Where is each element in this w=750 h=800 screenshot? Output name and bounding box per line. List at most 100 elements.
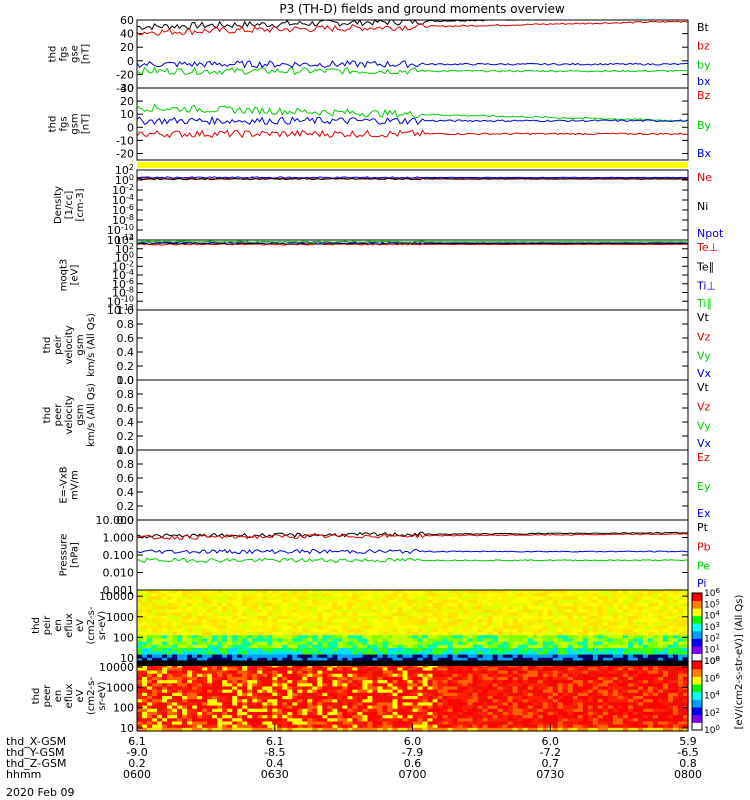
heatmap-cell: [402, 622, 409, 627]
heatmap-cell: [377, 708, 384, 713]
heatmap-cell: [357, 657, 364, 662]
heatmap-cell: [162, 615, 168, 620]
heatmap-cell: [367, 667, 374, 672]
heatmap-cell: [467, 689, 474, 694]
heatmap-cell: [567, 651, 574, 656]
heatmap-cell: [592, 664, 599, 668]
heatmap-cell: [177, 602, 183, 607]
heatmap-cell: [292, 696, 298, 700]
heatmap-cell: [237, 635, 243, 640]
heatmap-cell: [527, 602, 534, 607]
heatmap-cell: [157, 596, 163, 601]
heatmap-cell: [542, 721, 549, 726]
heatmap-cell: [502, 644, 509, 649]
heatmap-cell: [547, 718, 554, 723]
heatmap-cell: [367, 619, 374, 623]
heatmap-cell: [292, 644, 298, 649]
heatmap-cell: [662, 651, 669, 656]
heatmap-cell: [337, 648, 343, 652]
heatmap-cell: [277, 628, 283, 633]
heatmap-cell: [412, 667, 419, 672]
heatmap-cell: [647, 599, 654, 604]
heatmap-cell: [407, 692, 414, 697]
heatmap-cell: [212, 612, 218, 617]
heatmap-cell: [432, 651, 439, 656]
heatmap-cell: [277, 625, 283, 630]
heatmap-cell: [397, 619, 404, 623]
heatmap-cell: [147, 696, 153, 700]
heatmap-cell: [322, 676, 328, 681]
series-Ni: [136, 177, 689, 181]
heatmap-cell: [502, 657, 509, 662]
heatmap-cell: [262, 628, 268, 633]
heatmap-cell: [162, 673, 168, 678]
heatmap-cell: [657, 692, 664, 697]
heatmap-cell: [577, 664, 584, 668]
heatmap-cell: [517, 631, 524, 636]
heatmap-cell: [332, 648, 338, 652]
heatmap-cell: [277, 683, 283, 688]
heatmap-cell: [192, 718, 198, 723]
heatmap-cell: [417, 619, 424, 623]
heatmap-cell: [397, 635, 404, 640]
heatmap-cell: [137, 625, 143, 630]
heatmap-cell: [532, 708, 539, 713]
heatmap-cell: [477, 635, 484, 640]
heatmap-cell: [677, 625, 684, 630]
heatmap-cell: [602, 664, 609, 668]
heatmap-cell: [217, 628, 223, 633]
heatmap-cell: [377, 590, 384, 594]
heatmap-cell: [512, 670, 519, 675]
heatmap-cell: [377, 628, 384, 633]
heatmap-cell: [442, 724, 449, 729]
heatmap-cell: [507, 599, 514, 604]
heatmap-cell: [157, 619, 163, 623]
heatmap-cell: [637, 596, 644, 601]
heatmap-cell: [482, 657, 489, 662]
heatmap-cell: [477, 631, 484, 636]
heatmap-cell: [227, 670, 233, 675]
heatmap-cell: [172, 667, 178, 672]
heatmap-cell: [492, 631, 499, 636]
heatmap-cell: [502, 670, 509, 675]
heatmap-cell: [527, 696, 534, 700]
heatmap-cell: [297, 628, 303, 633]
heatmap-cell: [437, 622, 444, 627]
heatmap-cell: [592, 651, 599, 656]
heatmap-cell: [257, 664, 263, 668]
heatmap-cell: [287, 612, 293, 617]
heatmap-cell: [232, 599, 238, 604]
heatmap-cell: [197, 724, 203, 729]
heatmap-cell: [142, 602, 148, 607]
heatmap-cell: [422, 651, 429, 656]
heatmap-cell: [262, 699, 268, 703]
heatmap-cell: [192, 711, 198, 716]
heatmap-cell: [292, 676, 298, 681]
heatmap-cell: [587, 599, 594, 604]
heatmap-cell: [652, 599, 659, 604]
heatmap-cell: [462, 606, 469, 610]
heatmap-cell: [502, 590, 509, 594]
heatmap-cell: [212, 664, 218, 668]
heatmap-cell: [612, 635, 619, 640]
heatmap-cell: [432, 711, 439, 716]
heatmap-cell: [617, 727, 624, 732]
heatmap-cell: [322, 727, 328, 732]
heatmap-cell: [632, 596, 639, 601]
flag-bar: [137, 162, 688, 168]
heatmap-cell: [572, 696, 579, 700]
heatmap-cell: [632, 657, 639, 662]
heatmap-cell: [237, 708, 243, 713]
heatmap-cell: [352, 648, 358, 652]
heatmap-cell: [232, 689, 238, 694]
heatmap-cell: [247, 625, 253, 630]
heatmap-cell: [517, 689, 524, 694]
heatmap-cell: [622, 596, 629, 601]
legend-Vx: Vx: [697, 367, 712, 380]
heatmap-cell: [167, 676, 173, 681]
heatmap-cell: [547, 680, 554, 684]
heatmap-cell: [172, 609, 178, 614]
heatmap-cell: [482, 599, 489, 604]
heatmap-cell: [212, 590, 218, 594]
heatmap-cell: [622, 622, 629, 627]
